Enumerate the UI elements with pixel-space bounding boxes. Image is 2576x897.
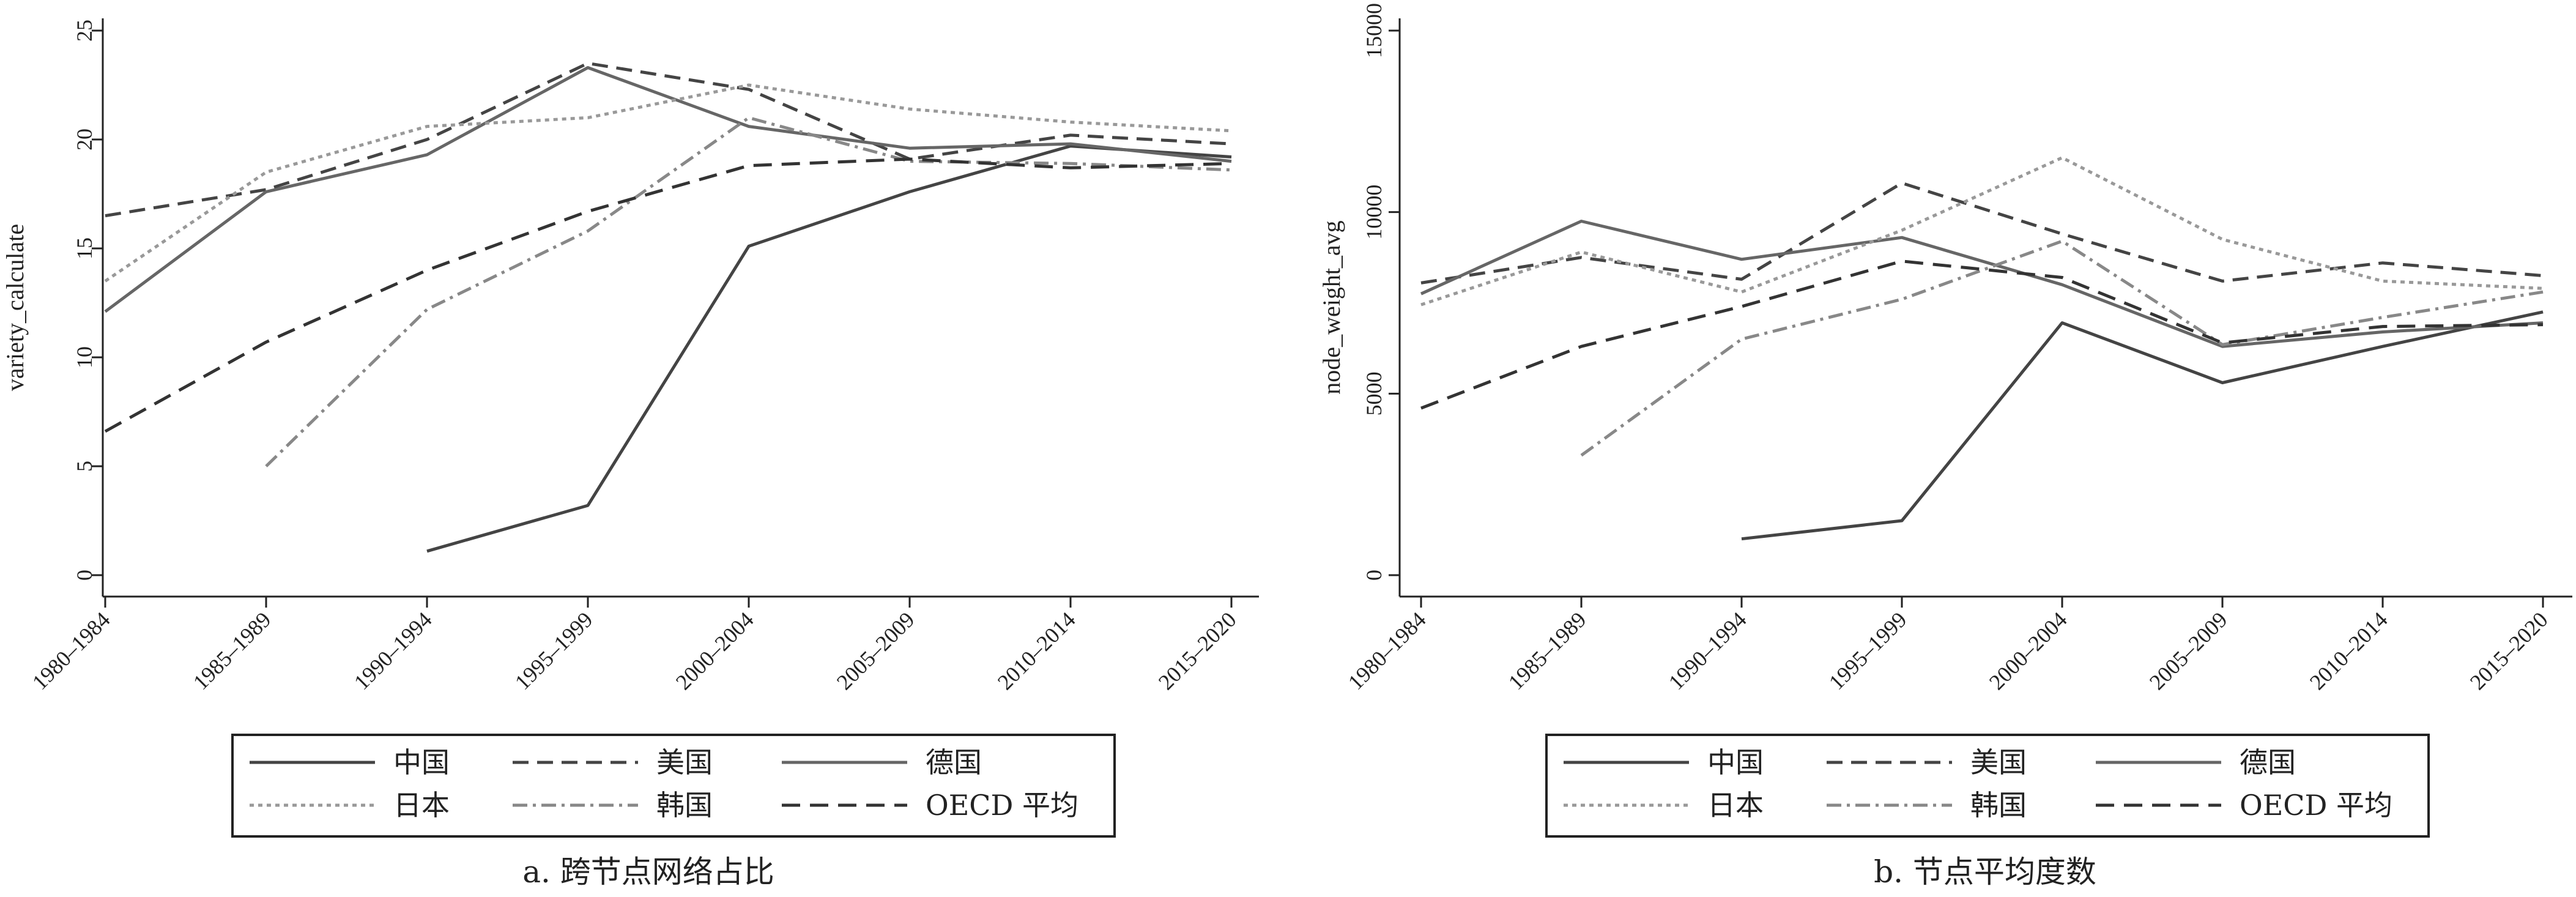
x-tick-label: 2000–2004	[1984, 607, 2072, 694]
x-tick-label: 2010–2014	[2305, 607, 2392, 694]
series-line-usa	[1420, 181, 2544, 285]
series-line-korea	[1580, 239, 2544, 457]
y-axis-title: variety_calculate	[1, 224, 29, 391]
legend-label-usa: 美国	[656, 746, 713, 779]
series-line-germany	[104, 66, 1232, 313]
x-tick-label: 2010–2014	[993, 607, 1080, 694]
panel-a-variety-chart: 0 5 10 15 20 25 variety_calculate 1980–1984 1985…	[1, 18, 1259, 890]
y-tick-label: 0	[1362, 570, 1386, 581]
legend-label-korea: 韩国	[1970, 789, 2027, 822]
y-tick-label: 5	[72, 461, 97, 472]
x-tick-label: 2015–2020	[2465, 607, 2553, 694]
x-tick-label: 2015–2020	[1154, 607, 1241, 694]
y-tick-label: 10	[72, 346, 97, 368]
series-line-china	[426, 144, 1232, 553]
x-tick-label: 2000–2004	[671, 607, 759, 694]
legend-label-usa: 美国	[1970, 746, 2027, 779]
legend-box	[231, 734, 1116, 838]
legend-box	[1545, 734, 2430, 838]
y-tick-label: 10000	[1362, 185, 1386, 240]
series-line-japan	[104, 83, 1232, 283]
x-tick-label: 1990–1994	[349, 607, 437, 694]
panel-caption: a. 跨节点网络占比	[522, 854, 774, 890]
series-line-oecd	[1420, 259, 2544, 410]
x-tick-label: 1995–1999	[1824, 607, 1912, 694]
legend-label-korea: 韩国	[656, 789, 713, 822]
x-tick-label: 1980–1984	[1343, 607, 1431, 694]
y-tick-label: 0	[72, 570, 97, 581]
y-axis-title: node_weight_avg	[1318, 220, 1345, 394]
x-tick-label: 1985–1989	[1504, 607, 1591, 694]
legend-label-oecd: OECD 平均	[926, 789, 1078, 822]
x-tick-label: 2005–2009	[832, 607, 919, 694]
series-line-germany	[1420, 220, 2544, 348]
series-line-korea	[265, 116, 1232, 467]
y-tick-label: 15000	[1362, 3, 1386, 58]
series-line-china	[1741, 310, 2544, 541]
x-tick-label: 2005–2009	[2145, 607, 2232, 694]
series-line-usa	[105, 61, 1232, 218]
legend-label-japan: 日本	[1707, 789, 1764, 822]
x-tick-label: 1995–1999	[510, 607, 598, 694]
legend-label-china: 中国	[1707, 746, 1764, 779]
x-tick-label: 1985–1989	[188, 607, 276, 694]
x-tick-label: 1980–1984	[28, 607, 115, 694]
legend-label-japan: 日本	[393, 789, 450, 822]
series-line-japan	[1420, 156, 2544, 307]
y-tick-label: 20	[72, 128, 97, 151]
y-tick-label: 5000	[1362, 371, 1386, 415]
legend-label-oecd: OECD 平均	[2240, 789, 2392, 822]
panel-caption: b. 节点平均度数	[1874, 854, 2096, 890]
panel-b-node-weight-chart: 0 5000 10000 15000 node_weight_avg 1980–1984 1…	[1318, 3, 2572, 890]
y-tick-label: 25	[72, 20, 97, 42]
legend-label-germany: 德国	[926, 746, 982, 779]
series-line-oecd	[104, 157, 1232, 433]
y-tick-label: 15	[72, 237, 97, 259]
x-tick-label: 1990–1994	[1664, 607, 1751, 694]
legend-label-china: 中国	[393, 746, 450, 779]
legend-label-germany: 德国	[2240, 746, 2296, 779]
